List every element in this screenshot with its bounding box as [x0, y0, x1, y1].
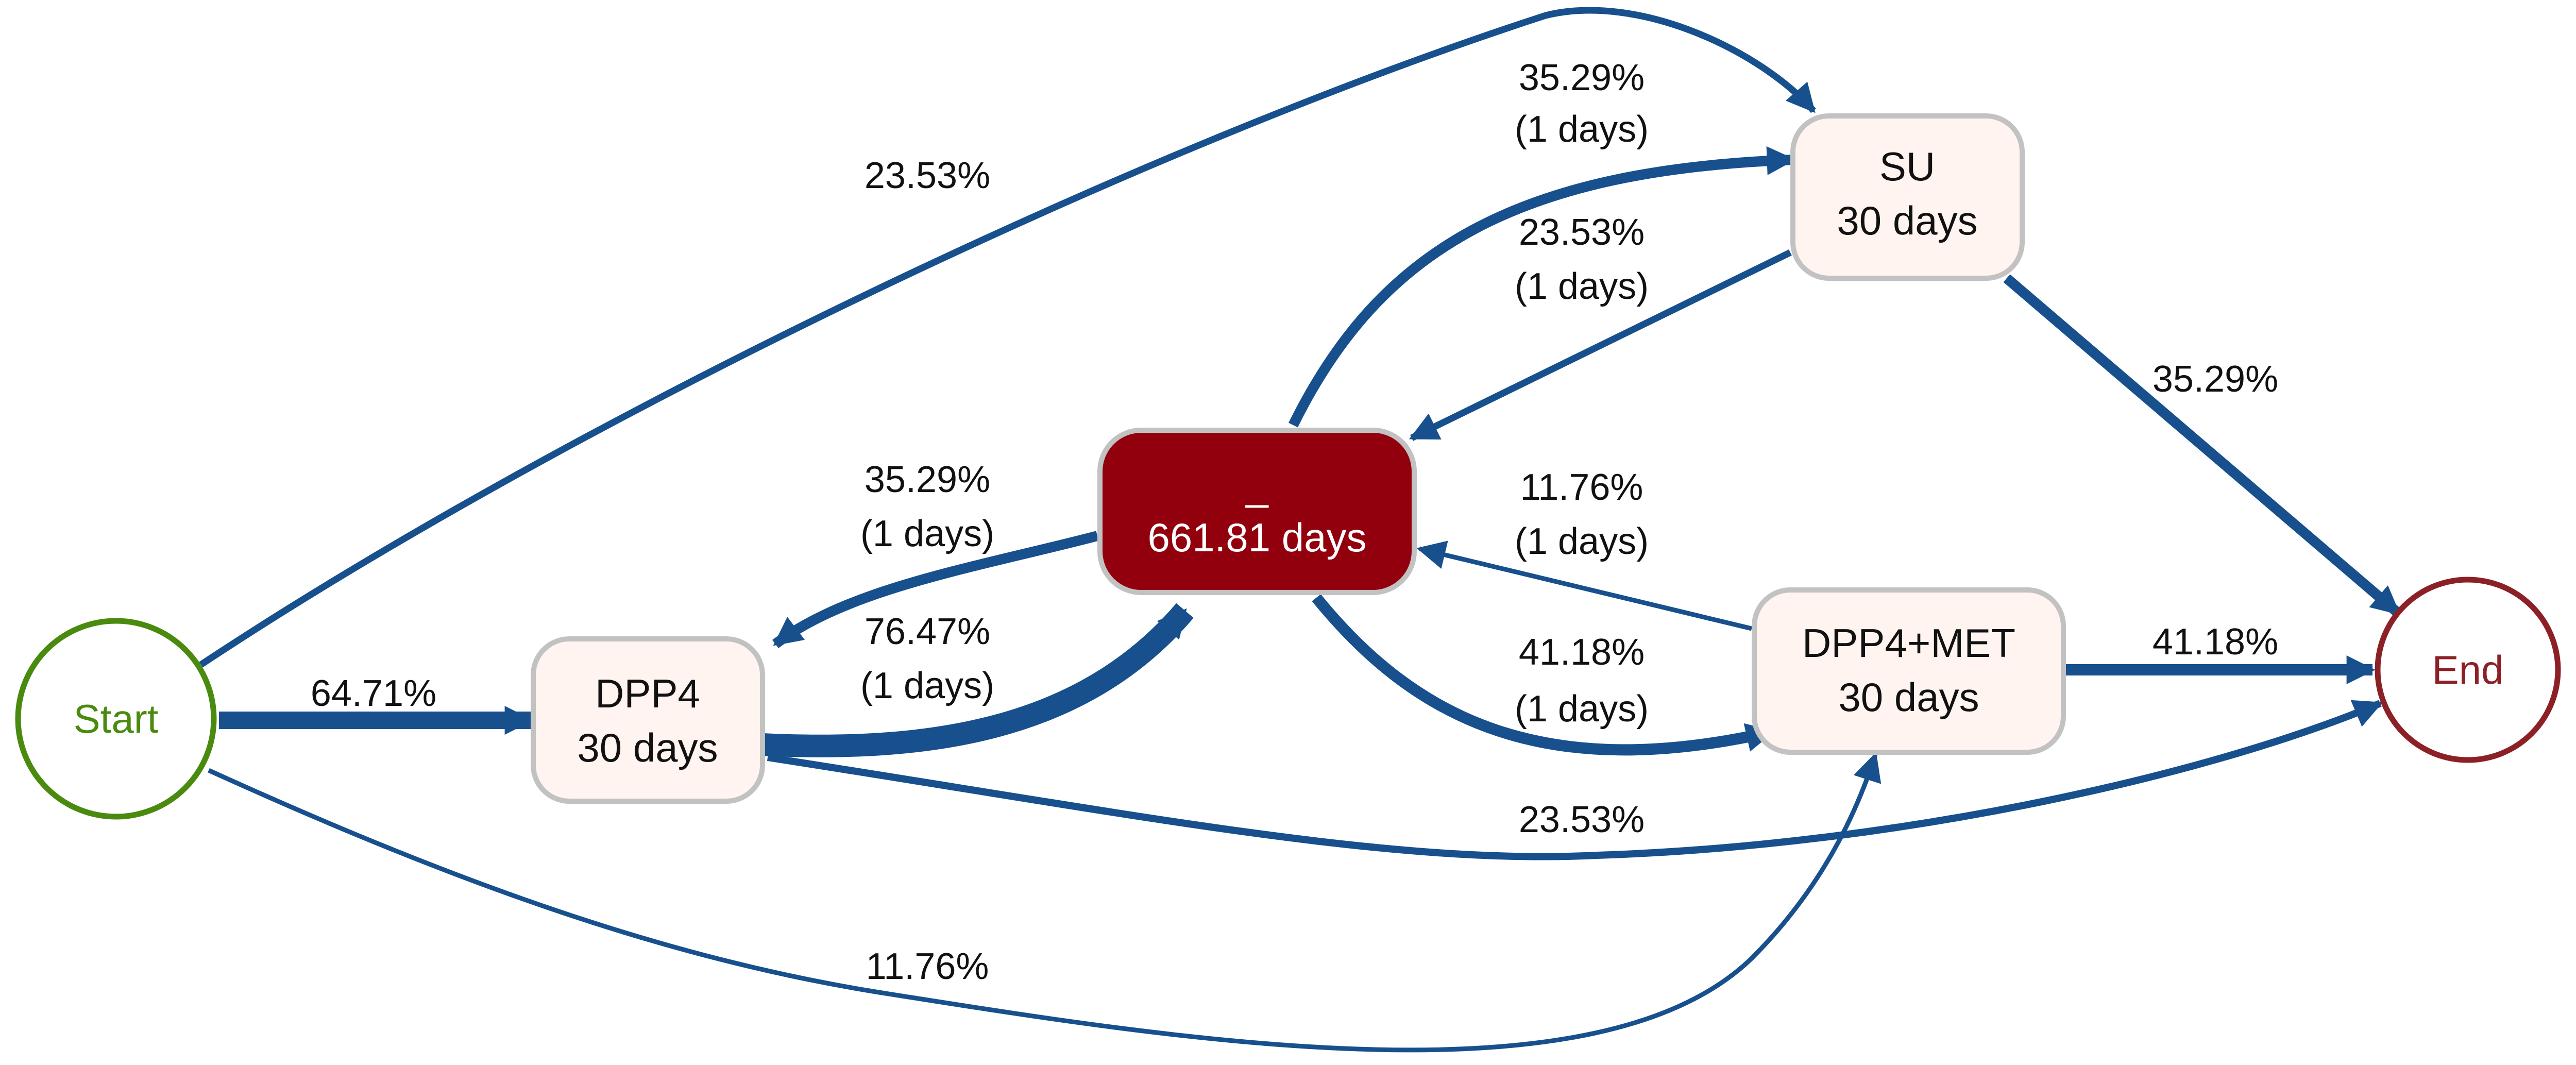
node-dpp4met: DPP4+MET 30 days — [1752, 587, 2066, 755]
node-dpp4met-duration: 30 days — [1838, 674, 1979, 720]
edge-dpp4-end-label: 23.53% — [1519, 799, 1645, 840]
edge-dpp4met-gap-label: 11.76% — [1520, 467, 1643, 508]
edge-su-end-label: 35.29% — [2153, 359, 2278, 400]
edge-gap-dpp4met — [1312, 594, 1775, 756]
node-gap-duration: 661.81 days — [1147, 515, 1366, 560]
node-start: Start — [15, 618, 217, 820]
edge-dpp4-gap — [761, 603, 1194, 757]
node-su-name: SU — [1879, 144, 1935, 189]
edge-dpp4met-end-label: 41.18% — [2153, 621, 2278, 663]
edge-gap-su — [1289, 146, 1796, 428]
node-end: End — [2375, 577, 2561, 763]
edge-su-gap — [1409, 249, 1792, 441]
edge-dpp4-gap-label: 76.47% — [865, 611, 990, 652]
edge-dpp4met-gap — [1416, 540, 1753, 631]
edge-gap-dpp4-time: (1 days) — [860, 513, 994, 554]
edge-start-su — [199, 7, 1816, 668]
edge-start-dpp4met — [208, 752, 1882, 1053]
edge-gap-su-label: 35.29% — [1519, 57, 1645, 98]
edge-su-end — [2003, 274, 2402, 617]
edge-su-gap-label: 23.53% — [1519, 212, 1645, 253]
edge-gap-su-time: (1 days) — [1515, 109, 1649, 150]
node-dpp4-duration: 30 days — [577, 725, 718, 770]
edge-start-dpp4-label: 64.71% — [311, 673, 436, 714]
edge-dpp4met-gap-time: (1 days) — [1515, 521, 1649, 562]
edge-dpp4-end — [767, 700, 2383, 860]
node-su-duration: 30 days — [1837, 198, 1977, 243]
edge-start-su-label: 23.53% — [865, 155, 990, 196]
node-dpp4met-name: DPP4+MET — [1802, 620, 2015, 666]
node-gap: _ 661.81 days — [1097, 428, 1417, 595]
edge-gap-dpp4 — [772, 531, 1099, 648]
node-dpp4: DPP4 30 days — [531, 636, 765, 804]
edge-su-gap-time: (1 days) — [1515, 266, 1649, 307]
node-su: SU 30 days — [1790, 113, 2025, 281]
edge-dpp4-gap-time: (1 days) — [860, 665, 994, 706]
edge-start-dpp4met-label: 11.76% — [866, 946, 989, 987]
node-start-label: Start — [74, 696, 159, 741]
edge-gap-dpp4met-label: 41.18% — [1519, 632, 1645, 673]
edge-gap-dpp4-label: 35.29% — [865, 459, 990, 500]
node-end-label: End — [2432, 647, 2504, 692]
node-gap-name: _ — [1245, 463, 1269, 509]
edge-gap-dpp4met-time: (1 days) — [1515, 688, 1649, 730]
node-dpp4-name: DPP4 — [595, 671, 700, 716]
